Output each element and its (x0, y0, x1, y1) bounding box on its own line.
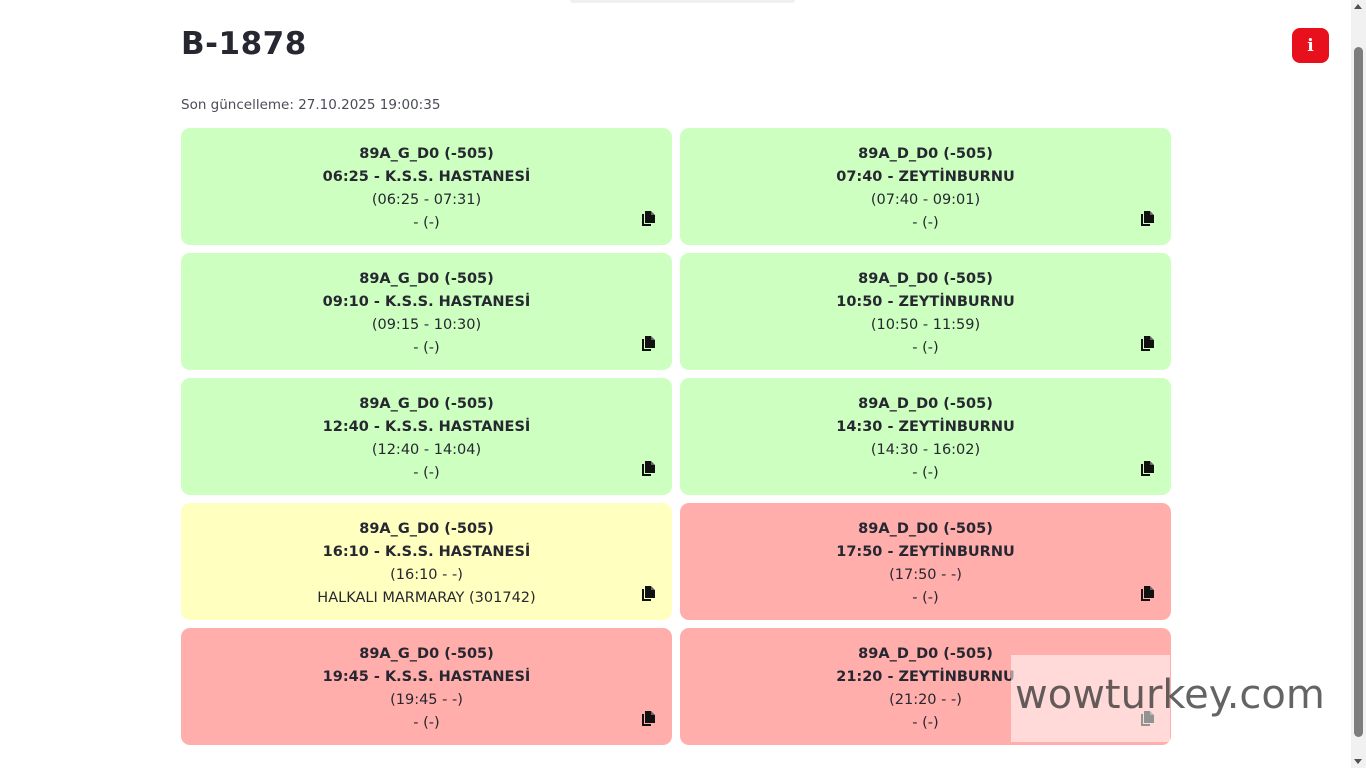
trip-route: 89A_G_D0 (-505) (359, 146, 494, 162)
trip-grid: 89A_G_D0 (-505) 06:25 - K.S.S. HASTANESİ (… (181, 128, 1171, 745)
trip-departure: 10:50 - ZEYTİNBURNU (836, 294, 1015, 310)
trip-route: 89A_D_D0 (-505) (858, 271, 993, 287)
trip-note: HALKALI MARMARAY (301742) (317, 590, 536, 606)
info-icon: i (1307, 35, 1314, 56)
scroll-up-arrow-icon[interactable] (1354, 4, 1362, 9)
trip-time-window: (17:50 - -) (889, 567, 962, 583)
trip-time-window: (19:45 - -) (390, 692, 463, 708)
trip-departure: 16:10 - K.S.S. HASTANESİ (322, 544, 531, 560)
trip-time-window: (21:20 - -) (889, 692, 962, 708)
trip-route: 89A_G_D0 (-505) (359, 521, 494, 537)
trip-departure: 07:40 - ZEYTİNBURNU (836, 169, 1015, 185)
trip-time-window: (07:40 - 09:01) (870, 192, 981, 208)
trip-time-window: (14:30 - 16:02) (870, 442, 981, 458)
trip-route: 89A_G_D0 (-505) (359, 396, 494, 412)
trip-route: 89A_D_D0 (-505) (858, 646, 993, 662)
trip-route: 89A_D_D0 (-505) (858, 396, 993, 412)
scroll-thumb[interactable] (1354, 47, 1363, 737)
trip-departure: 21:20 - ZEYTİNBURNU (836, 669, 1015, 685)
trip-card: 89A_D_D0 (-505) 14:30 - ZEYTİNBURNU (14:30… (680, 378, 1171, 495)
trip-note: - (-) (413, 215, 440, 231)
trip-departure: 17:50 - ZEYTİNBURNU (836, 544, 1015, 560)
trip-card: 89A_G_D0 (-505) 09:10 - K.S.S. HASTANESİ (… (181, 253, 672, 370)
trip-departure: 19:45 - K.S.S. HASTANESİ (322, 669, 531, 685)
watermark-backdrop (1011, 655, 1170, 742)
trip-card: 89A_G_D0 (-505) 06:25 - K.S.S. HASTANESİ (… (181, 128, 672, 245)
trip-note: - (-) (912, 590, 939, 606)
copy-icon[interactable] (641, 461, 655, 476)
trip-route: 89A_G_D0 (-505) (359, 271, 494, 287)
top-header-tab (570, 0, 795, 3)
trip-departure: 06:25 - K.S.S. HASTANESİ (322, 169, 531, 185)
trip-route: 89A_D_D0 (-505) (858, 146, 993, 162)
trip-card: 89A_D_D0 (-505) 17:50 - ZEYTİNBURNU (17:50… (680, 503, 1171, 620)
trip-time-window: (06:25 - 07:31) (371, 192, 482, 208)
trip-card: 89A_G_D0 (-505) 12:40 - K.S.S. HASTANESİ (… (181, 378, 672, 495)
trip-card: 89A_D_D0 (-505) 07:40 - ZEYTİNBURNU (07:40… (680, 128, 1171, 245)
trip-note: - (-) (912, 715, 939, 731)
copy-icon[interactable] (641, 586, 655, 601)
trip-card: 89A_G_D0 (-505) 16:10 - K.S.S. HASTANESİ (… (181, 503, 672, 620)
trip-route: 89A_D_D0 (-505) (858, 521, 993, 537)
trip-departure: 14:30 - ZEYTİNBURNU (836, 419, 1015, 435)
copy-icon[interactable] (641, 211, 655, 226)
trip-card: 89A_D_D0 (-505) 10:50 - ZEYTİNBURNU (10:50… (680, 253, 1171, 370)
trip-departure: 09:10 - K.S.S. HASTANESİ (322, 294, 531, 310)
trip-note: - (-) (912, 340, 939, 356)
page-title: B-1878 (181, 26, 307, 62)
copy-icon[interactable] (1140, 336, 1154, 351)
copy-icon[interactable] (1140, 211, 1154, 226)
copy-icon[interactable] (1140, 461, 1154, 476)
info-button[interactable]: i (1292, 28, 1329, 63)
trip-time-window: (09:15 - 10:30) (371, 317, 482, 333)
trip-note: - (-) (413, 465, 440, 481)
scroll-down-arrow-icon[interactable] (1354, 759, 1362, 764)
trip-time-window: (10:50 - 11:59) (870, 317, 981, 333)
trip-time-window: (16:10 - -) (390, 567, 463, 583)
trip-departure: 12:40 - K.S.S. HASTANESİ (322, 419, 531, 435)
trip-note: - (-) (413, 715, 440, 731)
watermark-text: wowturkey.com (1015, 672, 1325, 718)
trip-note: - (-) (413, 340, 440, 356)
vertical-scrollbar[interactable] (1351, 0, 1366, 768)
copy-icon[interactable] (641, 336, 655, 351)
copy-icon[interactable] (1140, 586, 1154, 601)
trip-note: - (-) (912, 215, 939, 231)
copy-icon[interactable] (641, 711, 655, 726)
trip-route: 89A_G_D0 (-505) (359, 646, 494, 662)
trip-time-window: (12:40 - 14:04) (371, 442, 482, 458)
trip-note: - (-) (912, 465, 939, 481)
last-updated-text: Son güncelleme: 27.10.2025 19:00:35 (181, 97, 441, 113)
trip-card: 89A_G_D0 (-505) 19:45 - K.S.S. HASTANESİ (… (181, 628, 672, 745)
